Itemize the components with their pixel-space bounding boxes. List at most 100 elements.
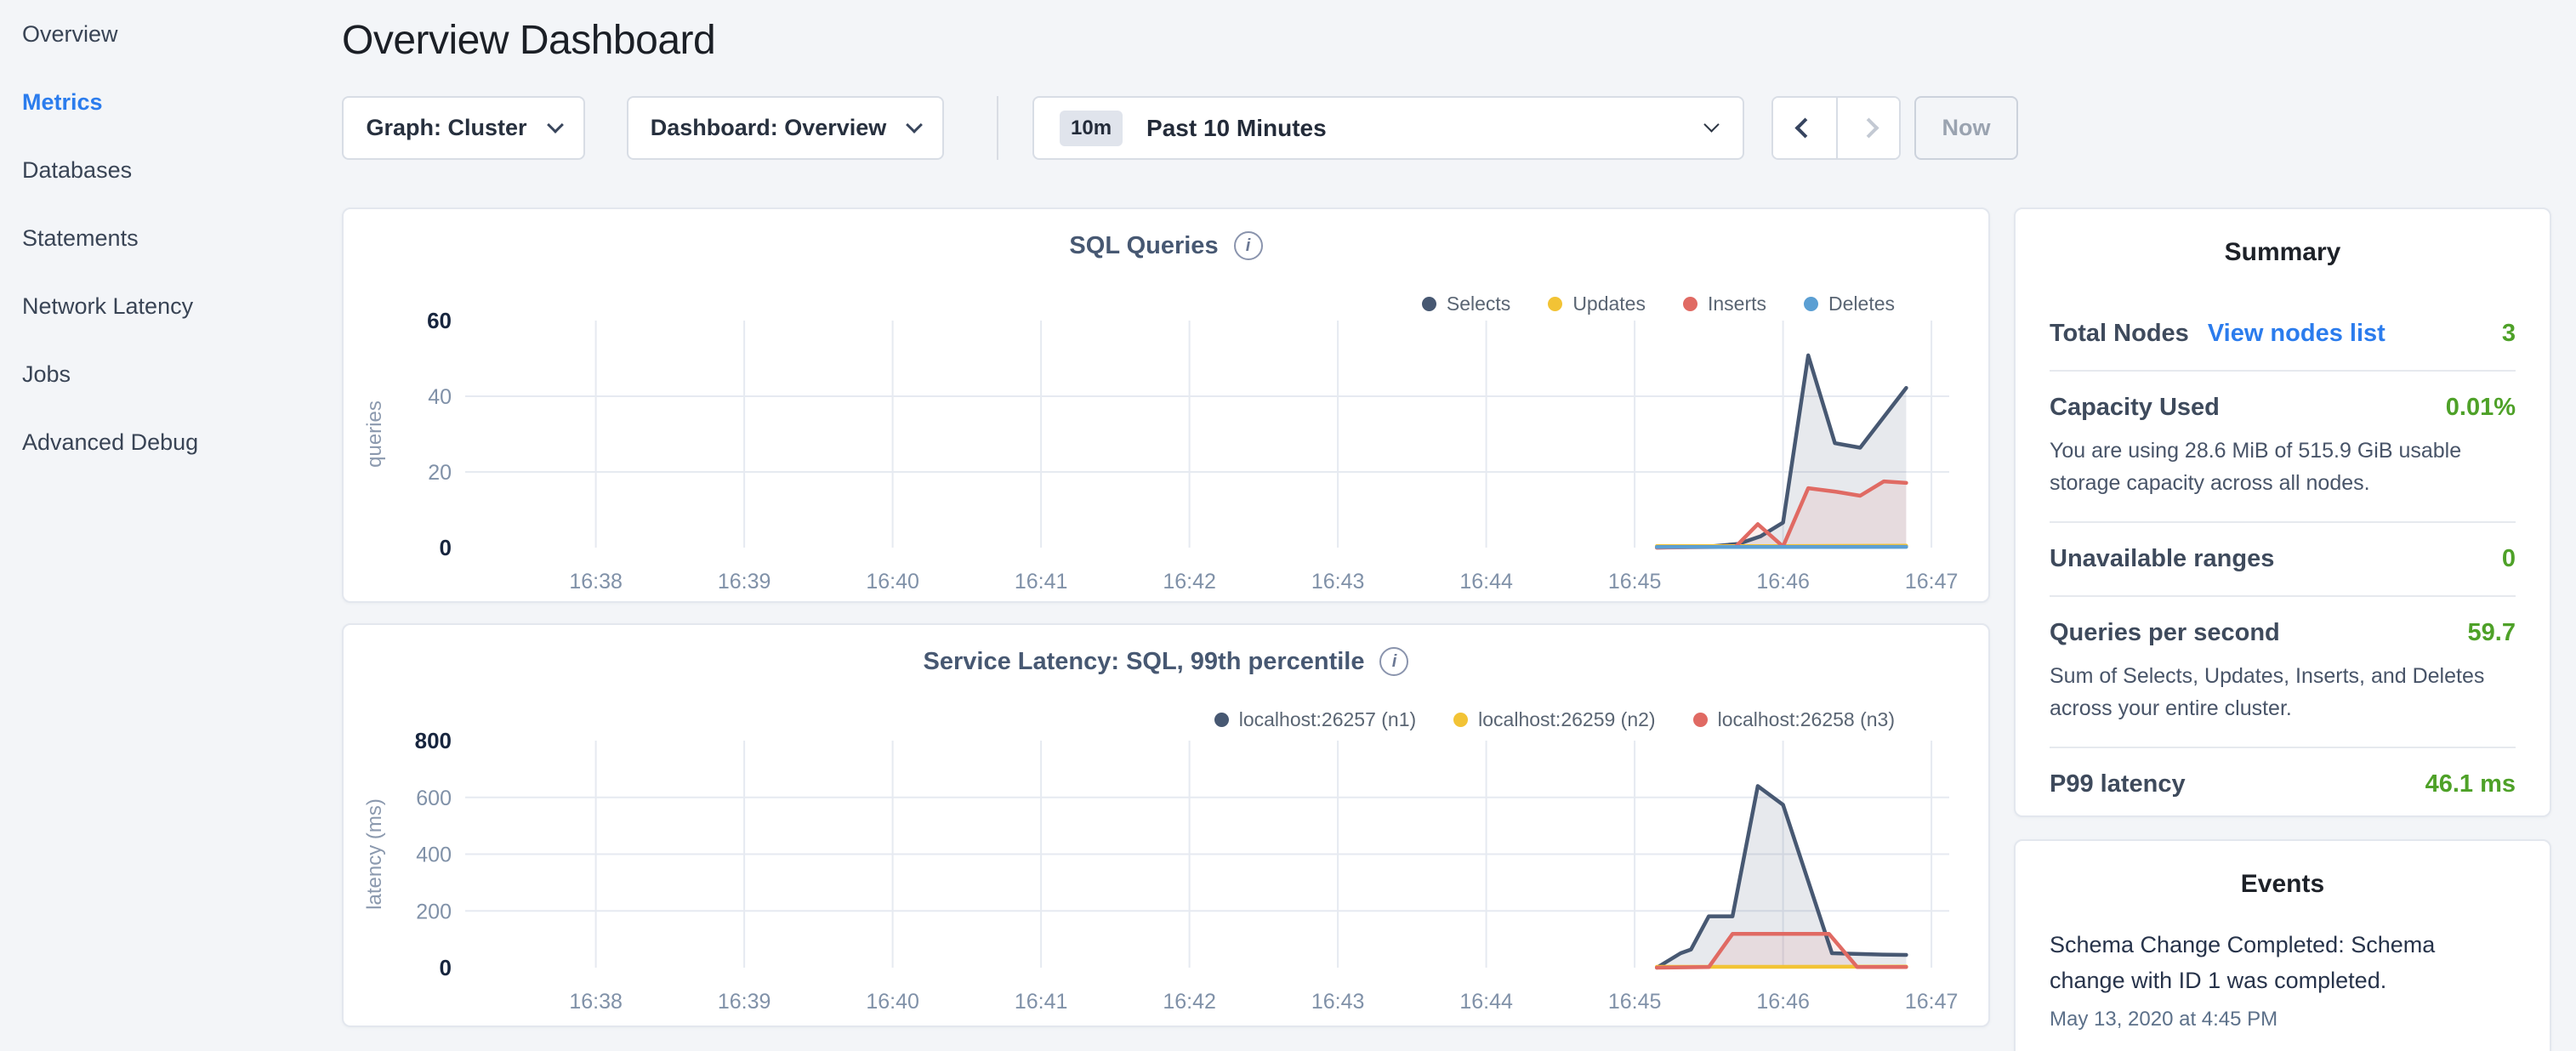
- sidebar: OverviewMetricsDatabasesStatementsNetwor…: [0, 0, 323, 1051]
- sidebar-item-advanced-debug[interactable]: Advanced Debug: [22, 408, 323, 476]
- summary-row-description: Sum of Selects, Updates, Inserts, and De…: [2050, 661, 2516, 724]
- charts-column: SQL Queries i SelectsUpdatesInsertsDelet…: [342, 207, 1990, 1027]
- chevron-down-icon: [547, 116, 564, 134]
- svg-text:16:46: 16:46: [1756, 570, 1810, 594]
- events-title: Events: [2050, 870, 2516, 899]
- view-nodes-list-link[interactable]: View nodes list: [2208, 320, 2386, 348]
- time-back-button[interactable]: [1773, 98, 1836, 158]
- page-title: Overview Dashboard: [342, 17, 2551, 64]
- svg-text:60: 60: [427, 308, 452, 333]
- legend-dot-icon: [1214, 713, 1229, 727]
- svg-text:16:42: 16:42: [1163, 570, 1216, 594]
- summary-row-label: Capacity Used: [2050, 394, 2220, 422]
- time-range-dropdown[interactable]: 10m Past 10 Minutes: [1032, 96, 1744, 160]
- summary-row-value: 0.01%: [2446, 394, 2516, 422]
- time-nav-group: [1771, 96, 1901, 160]
- sidebar-item-statements[interactable]: Statements: [22, 204, 323, 272]
- service-latency-plot[interactable]: 16:38 16:39 16:40 16:41 16:42 16:43 16:44 16:45…: [344, 727, 1988, 1025]
- summary-row-description: You are using 28.6 MiB of 515.9 GiB usab…: [2050, 435, 2516, 499]
- summary-row-total-nodes: Total Nodes View nodes list 3: [2050, 298, 2516, 370]
- summary-row-label: Total Nodes: [2050, 320, 2189, 348]
- svg-text:200: 200: [416, 900, 452, 923]
- svg-text:16:45: 16:45: [1608, 570, 1662, 594]
- summary-row-capacity-used: Capacity Used 0.01% You are using 28.6 MiB…: [2050, 370, 2516, 521]
- sidebar-item-databases[interactable]: Databases: [22, 136, 323, 204]
- sidebar-item-overview[interactable]: Overview: [22, 0, 323, 68]
- svg-text:16:47: 16:47: [1905, 990, 1959, 1014]
- svg-text:16:43: 16:43: [1311, 990, 1365, 1014]
- dashboard-dropdown-label: Dashboard: Overview: [651, 115, 887, 141]
- svg-text:0: 0: [440, 955, 452, 980]
- svg-text:16:46: 16:46: [1756, 990, 1810, 1014]
- chart-title: Service Latency: SQL, 99th percentile: [924, 648, 1365, 676]
- svg-text:16:38: 16:38: [569, 570, 623, 594]
- svg-text:40: 40: [428, 385, 452, 409]
- event-text: Schema Change Completed: Schema change w…: [2050, 928, 2516, 999]
- svg-text:16:38: 16:38: [569, 990, 623, 1014]
- summary-row-value: 3: [2502, 320, 2516, 348]
- summary-title: Summary: [2050, 238, 2516, 267]
- summary-row-label: Queries per second: [2050, 619, 2280, 647]
- svg-text:16:45: 16:45: [1608, 990, 1662, 1014]
- summary-row-value: 0: [2502, 545, 2516, 573]
- event-timestamp: May 13, 2020 at 4:45 PM: [2050, 1008, 2516, 1031]
- events-panel: Events Schema Change Completed: Schema c…: [2014, 839, 2551, 1051]
- legend-dot-icon: [1453, 713, 1468, 727]
- summary-row-value: 59.7: [2468, 619, 2516, 647]
- svg-text:16:40: 16:40: [866, 570, 919, 594]
- sql-queries-chart-card: SQL Queries i SelectsUpdatesInsertsDelet…: [342, 207, 1990, 603]
- svg-text:600: 600: [416, 787, 452, 810]
- svg-text:16:40: 16:40: [866, 990, 919, 1014]
- service-latency-chart-card: Service Latency: SQL, 99th percentile i …: [342, 623, 1990, 1027]
- toolbar: Graph: Cluster Dashboard: Overview 10m P…: [342, 96, 2551, 160]
- chart-title: SQL Queries: [1069, 232, 1218, 260]
- info-icon[interactable]: i: [1379, 647, 1408, 676]
- sidebar-item-network-latency[interactable]: Network Latency: [22, 272, 323, 340]
- legend-dot-icon: [1693, 713, 1708, 727]
- chart-header: Service Latency: SQL, 99th percentile i: [344, 647, 1988, 676]
- svg-text:queries: queries: [363, 401, 386, 468]
- svg-text:16:41: 16:41: [1015, 990, 1068, 1014]
- summary-row-queries-per-second: Queries per second 59.7 Sum of Selects, Up…: [2050, 595, 2516, 747]
- summary-row-label: P99 latency: [2050, 770, 2186, 798]
- time-forward-button[interactable]: [1836, 98, 1899, 158]
- summary-row-p99-latency: P99 latency 46.1 ms: [2050, 747, 2516, 821]
- now-button[interactable]: Now: [1914, 96, 2018, 160]
- toolbar-divider: [997, 96, 998, 160]
- chevron-left-icon: [1794, 117, 1815, 138]
- svg-text:16:39: 16:39: [718, 990, 771, 1014]
- right-column: Summary Total Nodes View nodes list 3 Capac…: [2014, 207, 2551, 1051]
- svg-text:16:41: 16:41: [1015, 570, 1068, 594]
- sql-queries-plot[interactable]: 16:38 16:39 16:40 16:41 16:42 16:43 16:44 16:45…: [344, 307, 1988, 605]
- summary-panel: Summary Total Nodes View nodes list 3 Capac…: [2014, 207, 2551, 817]
- chevron-down-icon: [906, 116, 923, 134]
- svg-text:16:43: 16:43: [1311, 570, 1365, 594]
- time-range-badge: 10m: [1060, 111, 1123, 146]
- graph-dropdown[interactable]: Graph: Cluster: [342, 96, 585, 160]
- dashboard-content: SQL Queries i SelectsUpdatesInsertsDelet…: [342, 207, 2551, 1051]
- summary-row-label: Unavailable ranges: [2050, 545, 2274, 573]
- svg-text:16:44: 16:44: [1459, 570, 1513, 594]
- svg-text:latency (ms): latency (ms): [363, 798, 386, 910]
- svg-text:800: 800: [415, 728, 452, 753]
- chevron-down-icon: [1703, 116, 1719, 132]
- chart-header: SQL Queries i: [344, 231, 1988, 260]
- dashboard-dropdown[interactable]: Dashboard: Overview: [627, 96, 944, 160]
- svg-text:16:47: 16:47: [1905, 570, 1959, 594]
- sidebar-item-metrics[interactable]: Metrics: [22, 68, 323, 136]
- summary-row-unavailable-ranges: Unavailable ranges 0: [2050, 521, 2516, 595]
- summary-row-value: 46.1 ms: [2425, 770, 2516, 798]
- svg-text:400: 400: [416, 844, 452, 867]
- info-icon[interactable]: i: [1234, 231, 1263, 260]
- svg-text:16:39: 16:39: [718, 570, 771, 594]
- svg-text:0: 0: [440, 535, 452, 560]
- time-range-label: Past 10 Minutes: [1146, 115, 1327, 142]
- event-item: Schema Change Completed: Schema change w…: [2050, 928, 2516, 1031]
- svg-text:20: 20: [428, 461, 452, 485]
- chevron-right-icon: [1858, 117, 1879, 138]
- main-content: Overview Dashboard Graph: Cluster Dashbo…: [342, 0, 2551, 1051]
- graph-dropdown-label: Graph: Cluster: [366, 115, 526, 141]
- sidebar-item-jobs[interactable]: Jobs: [22, 340, 323, 408]
- svg-text:16:42: 16:42: [1163, 990, 1216, 1014]
- svg-text:16:44: 16:44: [1459, 990, 1513, 1014]
